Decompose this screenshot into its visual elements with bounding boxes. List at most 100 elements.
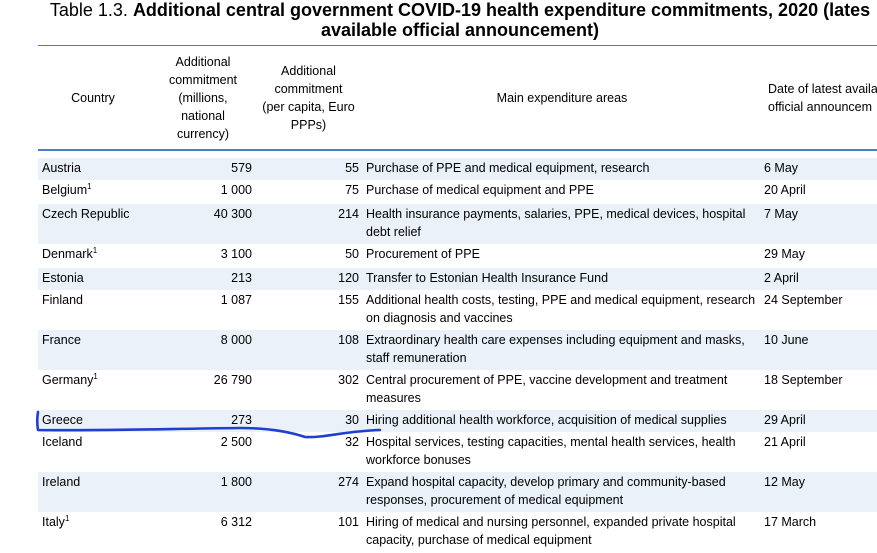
per-capita-cell: 101 xyxy=(338,515,359,529)
country-cell: Finland xyxy=(42,291,83,309)
header-per-capita-line: PPPs) xyxy=(290,117,327,132)
date-cell: 24 September xyxy=(764,293,843,307)
areas-cell: Health insurance payments, salaries, PPE… xyxy=(366,207,746,239)
header-per-capita-line: commitment xyxy=(274,81,343,96)
per-capita-cell: 32 xyxy=(345,435,359,449)
commitment-cell: 6 312 xyxy=(220,515,252,529)
header-date-line: Date of latest availa xyxy=(768,81,877,96)
areas-cell: Hiring additional health workforce, acqu… xyxy=(366,413,727,427)
date-cell: 12 May xyxy=(764,475,805,489)
commitment-cell: 1 800 xyxy=(220,475,252,489)
table-number: Table 1.3. xyxy=(49,0,133,20)
country-cell: Greece xyxy=(42,411,83,429)
country-cell: Austria xyxy=(42,159,81,177)
header-commitment-line: commitment xyxy=(168,72,238,87)
per-capita-cell: 120 xyxy=(338,271,359,285)
header-country-label: Country xyxy=(71,90,115,105)
commitment-cell: 579 xyxy=(231,161,252,175)
header-areas: Main expenditure areas xyxy=(366,46,758,149)
per-capita-cell: 108 xyxy=(338,333,359,347)
footnote-marker: 1 xyxy=(93,372,98,381)
header-commitment-line: (millions, xyxy=(178,90,228,105)
header-date-line: official announcem xyxy=(768,99,873,114)
country-name: Estonia xyxy=(42,271,84,285)
table-row: Greece 273 30 Hiring additional health w… xyxy=(38,410,877,433)
country-cell: Germany1 xyxy=(42,371,98,389)
per-capita-cell: 55 xyxy=(345,161,359,175)
areas-cell: Central procurement of PPE, vaccine deve… xyxy=(366,373,728,405)
commitment-cell: 3 100 xyxy=(220,247,252,261)
commitment-cell: 213 xyxy=(231,271,252,285)
date-cell: 17 March xyxy=(764,515,817,529)
country-cell: Estonia xyxy=(42,269,84,287)
commitment-cell: 1 000 xyxy=(220,183,252,197)
table-row: Italy1 6 312 101 Hiring of medical and n… xyxy=(38,512,877,553)
commitment-cell: 2 500 xyxy=(220,435,252,449)
header-per-capita-line: (per capita, Euro xyxy=(262,99,355,114)
table-title: Table 1.3. Additional central government… xyxy=(0,0,877,40)
header-commitment: Additional commitment (millions, nationa… xyxy=(153,46,253,149)
table-row: Denmark1 3 100 50 Procurement of PPE 29 … xyxy=(38,244,877,269)
table-row: Belgium1 1 000 75 Purchase of medical eq… xyxy=(38,180,877,205)
date-cell: 10 June xyxy=(764,333,809,347)
table-row: Czech Republic 40 300 214 Health insuran… xyxy=(38,204,877,245)
date-cell: 2 April xyxy=(764,271,799,285)
date-cell: 7 May xyxy=(764,207,799,221)
date-cell: 29 April xyxy=(764,413,806,427)
country-cell: France xyxy=(42,331,81,349)
country-name: Germany xyxy=(42,373,94,387)
country-name: France xyxy=(42,333,81,347)
table-row: Finland 1 087 155 Additional health cost… xyxy=(38,290,877,331)
areas-cell: Transfer to Estonian Health Insurance Fu… xyxy=(366,271,609,285)
table-row: Germany1 26 790 302 Central procurement … xyxy=(38,370,877,411)
areas-cell: Hospital services, testing capacities, m… xyxy=(366,435,736,467)
country-name: Austria xyxy=(42,161,81,175)
country-name: Belgium xyxy=(42,183,88,197)
areas-cell: Additional health costs, testing, PPE an… xyxy=(366,293,756,325)
header-per-capita: Additional commitment (per capita, Euro … xyxy=(256,46,361,149)
country-name: Italy xyxy=(42,515,65,529)
table-row: France 8 000 108 Extraordinary health ca… xyxy=(38,330,877,371)
country-cell: Iceland xyxy=(42,433,82,451)
commitment-cell: 1 087 xyxy=(220,293,252,307)
date-cell: 6 May xyxy=(764,161,799,175)
areas-cell: Hiring of medical and nursing personnel,… xyxy=(366,515,736,547)
areas-cell: Extraordinary health care expenses inclu… xyxy=(366,333,745,365)
country-name: Finland xyxy=(42,293,83,307)
header-commitment-line: Additional xyxy=(175,54,231,69)
commitment-cell: 273 xyxy=(231,413,252,427)
header-date: Date of latest availa official announcem xyxy=(768,46,877,149)
areas-cell: Procurement of PPE xyxy=(366,247,480,261)
country-name: Greece xyxy=(42,413,83,427)
per-capita-cell: 75 xyxy=(345,183,359,197)
table-row: Ireland 1 800 274 Expand hospital capaci… xyxy=(38,472,877,513)
date-cell: 20 April xyxy=(764,183,806,197)
date-cell: 21 April xyxy=(764,435,806,449)
header-per-capita-line: Additional xyxy=(281,63,336,78)
country-name: Ireland xyxy=(42,475,81,489)
top-rule xyxy=(38,45,877,46)
table-row: Austria 579 55 Purchase of PPE and medic… xyxy=(38,158,877,181)
header-commitment-line: currency) xyxy=(176,126,230,141)
title-line-2: available official announcement) xyxy=(320,20,600,40)
date-cell: 29 May xyxy=(764,247,805,261)
per-capita-cell: 302 xyxy=(338,373,359,387)
footnote-marker: 1 xyxy=(92,246,98,255)
footnote-marker: 1 xyxy=(87,182,92,191)
per-capita-cell: 155 xyxy=(338,293,359,307)
country-name: Iceland xyxy=(42,435,83,449)
per-capita-cell: 214 xyxy=(338,207,359,221)
per-capita-cell: 30 xyxy=(345,413,359,427)
header-areas-label: Main expenditure areas xyxy=(496,90,628,105)
title-line-1: Additional central government COVID-19 h… xyxy=(132,0,871,20)
areas-cell: Purchase of PPE and medical equipment, r… xyxy=(366,161,650,175)
country-cell: Ireland xyxy=(42,473,80,491)
table-row: Iceland 2 500 32 Hospital services, test… xyxy=(38,432,877,473)
areas-cell: Expand hospital capacity, develop primar… xyxy=(366,475,726,507)
header-commitment-line: national xyxy=(181,108,225,123)
country-cell: Denmark1 xyxy=(42,245,97,263)
commitment-cell: 26 790 xyxy=(213,373,252,387)
country-name: Denmark xyxy=(42,247,93,261)
areas-cell: Purchase of medical equipment and PPE xyxy=(366,183,594,197)
footnote-marker: 1 xyxy=(64,514,70,523)
